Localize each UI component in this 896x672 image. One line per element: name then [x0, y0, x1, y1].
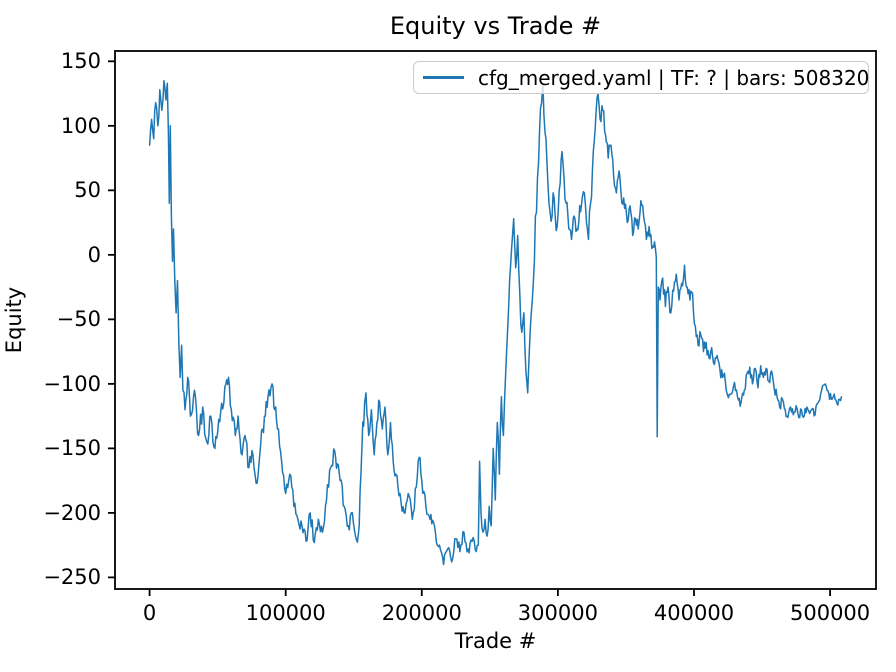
y-tick-label: 150	[60, 49, 101, 74]
x-tick-label: 0	[142, 601, 157, 625]
x-tick-label: 100000	[245, 601, 326, 625]
legend-line-sample-icon	[423, 75, 464, 80]
y-tick-label: −100	[43, 371, 101, 396]
y-tick-label: −50	[56, 307, 101, 332]
y-tick-label: −200	[43, 500, 101, 525]
tick-marks	[108, 60, 831, 596]
legend-label: cfg_merged.yaml | TF: ? | bars: 508320	[478, 65, 870, 90]
x-axis-label: Trade #	[454, 629, 537, 653]
equity-line-series	[148, 79, 843, 566]
y-tick-label: 0	[87, 242, 101, 267]
axes-spines	[114, 50, 877, 590]
y-tick-label: −150	[43, 436, 101, 461]
y-axis-label: Equity	[2, 286, 26, 354]
chart-title: Equity vs Trade #	[389, 12, 602, 40]
y-tick-label: 100	[60, 113, 101, 138]
x-tick-label: 300000	[517, 601, 598, 625]
x-tick-label: 400000	[653, 601, 735, 625]
legend-box: cfg_merged.yaml | TF: ? | bars: 508320	[413, 61, 869, 94]
y-tick-label: −250	[43, 565, 101, 590]
y-tick-label: 50	[74, 178, 101, 203]
x-tick-label: 500000	[789, 601, 871, 625]
x-tick-label: 200000	[381, 601, 462, 625]
